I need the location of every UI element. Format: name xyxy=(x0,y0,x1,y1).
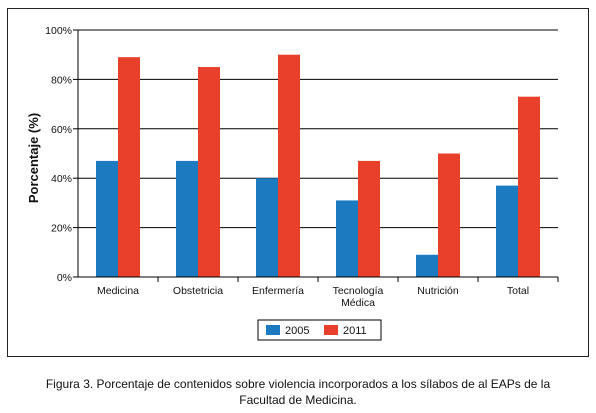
x-tick-label: Enfermería xyxy=(252,285,304,297)
y-tick-label: 20% xyxy=(51,223,72,235)
bar-2011-2 xyxy=(278,54,300,278)
bar-2005-4 xyxy=(416,254,438,277)
legend-label-2005: 2005 xyxy=(285,325,309,337)
x-tick-label: Medicina xyxy=(97,285,139,297)
legend: 2005 2011 xyxy=(257,319,382,341)
legend-label-2011: 2011 xyxy=(343,325,367,337)
x-tick-label: Médica xyxy=(341,297,375,309)
bar-2005-1 xyxy=(176,160,198,277)
bar-2005-5 xyxy=(496,185,518,277)
y-axis-label: Porcentaje (%) xyxy=(26,113,41,203)
y-tick-label: 80% xyxy=(51,74,72,86)
y-tick-labels: 0% 20% 40% 60% 80% 100% xyxy=(45,25,72,284)
x-tick-labels: Medicina Obstetricia Enfermería TecnologíaM… xyxy=(97,285,529,309)
bar-2011-4 xyxy=(438,153,460,277)
figure-caption: Figura 3. Porcentaje de contenidos sobre… xyxy=(10,376,586,408)
bar-2011-0 xyxy=(118,57,140,277)
grid-lines xyxy=(78,29,558,229)
y-tick-label: 0% xyxy=(57,272,72,284)
y-tick-label: 100% xyxy=(45,25,72,37)
bar-2011-1 xyxy=(198,67,220,277)
y-tick-label: 40% xyxy=(51,173,72,185)
bar-2005-2 xyxy=(256,178,278,277)
legend-swatch-2011 xyxy=(324,325,338,335)
legend-swatch-2005 xyxy=(266,325,280,335)
bar-2005-3 xyxy=(336,200,358,277)
y-tick-label: 60% xyxy=(51,124,72,136)
caption-line-2: Facultad de Medicina. xyxy=(239,393,357,407)
bar-2005-0 xyxy=(96,160,118,277)
x-tick-label: Tecnología xyxy=(333,285,384,297)
x-tick-label: Total xyxy=(507,285,529,297)
bar-2011-3 xyxy=(358,160,380,277)
x-tick-label: Obstetricia xyxy=(173,285,223,297)
legend-box xyxy=(257,319,382,341)
axes xyxy=(73,29,559,282)
x-tick-label: Nutrición xyxy=(417,285,459,297)
caption-line-1: Figura 3. Porcentaje de contenidos sobre… xyxy=(45,377,551,391)
bars xyxy=(96,54,540,278)
bar-2011-5 xyxy=(518,96,540,277)
